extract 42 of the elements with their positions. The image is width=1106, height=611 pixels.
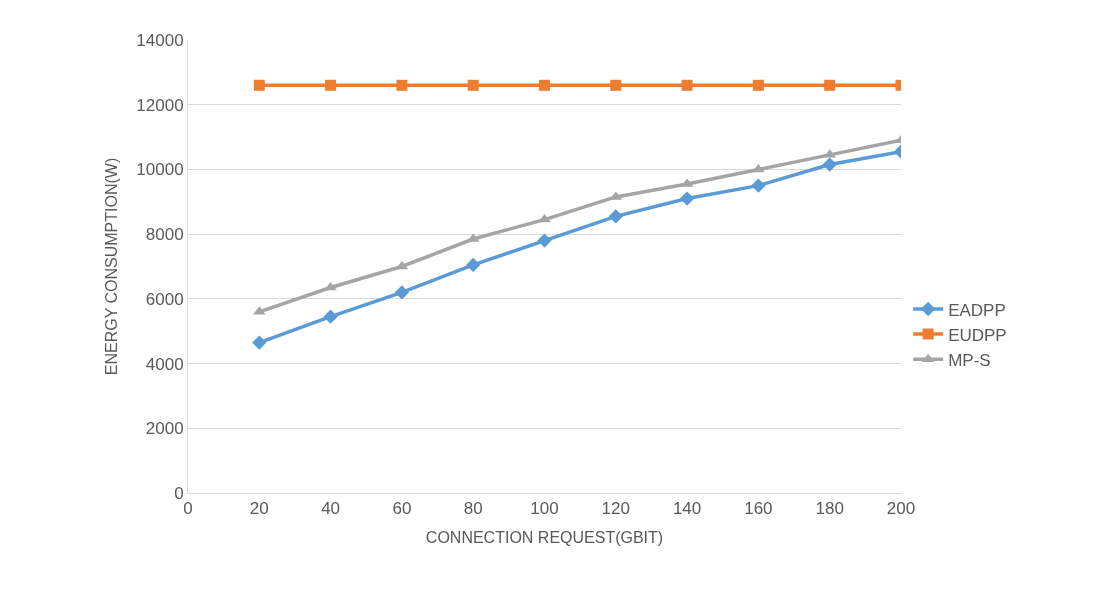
point [824, 79, 836, 91]
x-tick-label: 160 [744, 499, 773, 519]
point [396, 79, 408, 91]
point [679, 191, 695, 206]
y-tick-label: 8000 [145, 225, 184, 245]
point [681, 79, 693, 91]
point [752, 163, 765, 173]
y-tick-label: 0 [174, 483, 184, 503]
point [253, 79, 265, 91]
x-tick-label: 80 [463, 499, 483, 519]
x-tick-label: 140 [672, 499, 702, 519]
x-axis-title: CONNECTION REQUEST(GBIT) [425, 529, 664, 547]
point [467, 79, 479, 91]
y-tick-label: 4000 [145, 354, 184, 374]
legend-label: EUDPP [948, 325, 1007, 345]
x-tick-label: 200 [886, 499, 916, 519]
point [608, 209, 623, 224]
x-tick-label: 180 [815, 499, 844, 519]
y-tick-label: 12000 [136, 95, 184, 115]
y-tick-label: 10000 [136, 160, 184, 180]
point [752, 79, 764, 91]
y-tick-label: 14000 [136, 30, 184, 50]
y-axis-title: ENERGY CONSUMPTION(W) [103, 157, 121, 376]
point [325, 79, 337, 91]
point [466, 257, 481, 273]
x-tick-label: 60 [392, 499, 412, 519]
legend-label: EADPP [948, 300, 1006, 320]
point [252, 335, 267, 350]
point [323, 309, 338, 324]
point [539, 79, 550, 91]
point [822, 157, 837, 172]
point [610, 79, 622, 91]
x-tick-label: 40 [321, 499, 341, 519]
point [394, 285, 410, 300]
point [537, 233, 552, 248]
y-tick-label: 2000 [145, 419, 184, 439]
point [751, 178, 766, 193]
legend-label: MP-S [948, 350, 991, 370]
x-tick-label: 120 [601, 499, 630, 519]
x-tick-label: 20 [249, 499, 269, 519]
y-tick-label: 6000 [145, 289, 184, 309]
x-tick-label: 100 [530, 499, 559, 519]
